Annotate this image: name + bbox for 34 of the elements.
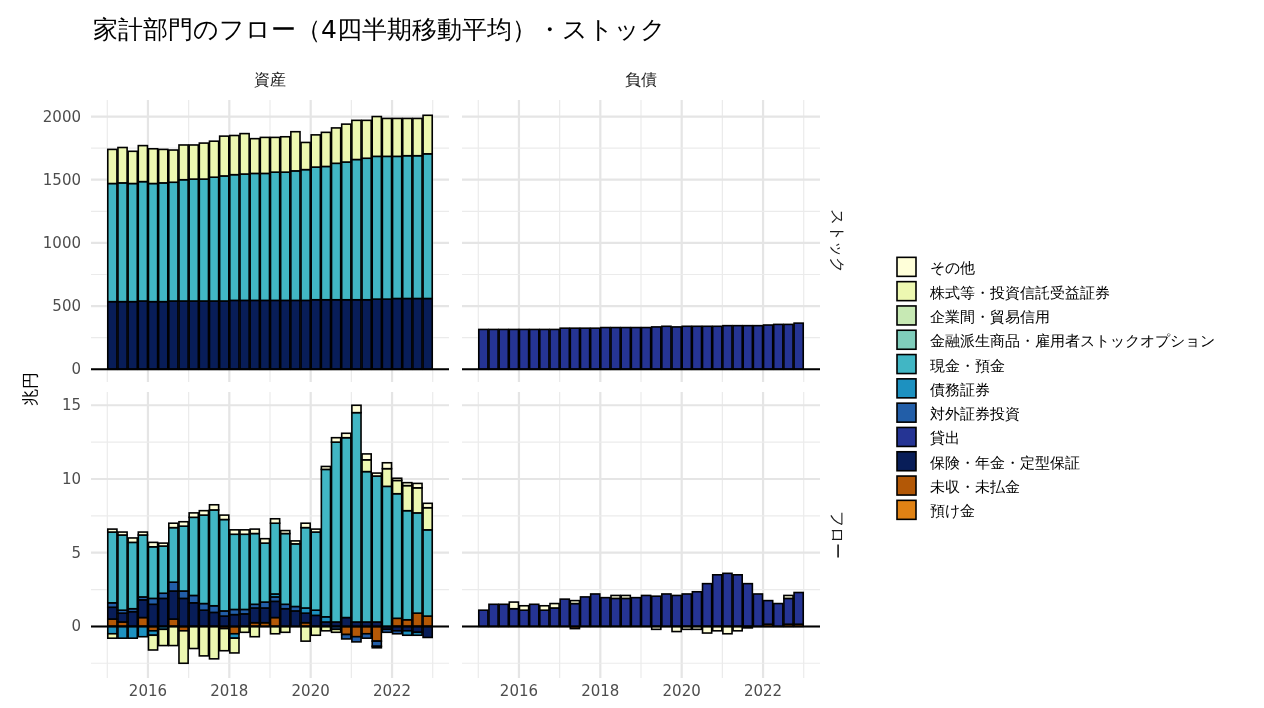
legend-label: その他 [930,259,975,278]
legend-label: 株式等・投資信託受益証券 [929,283,1110,302]
legend-label: 現金・預金 [930,356,1005,375]
legend-label: 貸出 [930,429,960,448]
y2-axis-title: ストック [828,209,847,273]
y-tick-label: 5 [71,543,81,562]
legend-label: 企業間・貿易信用 [930,307,1050,326]
x-tick-label: 2022 [372,682,412,700]
chart-subtitle: 資産 [254,70,286,89]
y-tick-label: 500 [52,297,81,316]
x-tick-label: 2018 [210,682,249,700]
y-tick-label: 2000 [42,107,81,126]
x-tick-label: 2016 [128,682,168,700]
legend-label: 保険・年金・定型保証 [930,453,1080,472]
chart-subtitle: 負債 [625,70,657,89]
y-axis-title: 兆円 [20,372,40,406]
y2-axis-title: フロー [828,511,847,559]
y-tick-label: 0 [71,360,81,379]
y-tick-label: 0 [71,617,81,636]
x-tick-label: 2016 [499,682,539,700]
chart-title: 家計部門のフロー（4四半期移動平均）・ストック [93,15,666,44]
y-tick-label: 10 [61,469,81,488]
x-tick-label: 2020 [291,682,330,700]
x-tick-label: 2020 [662,682,701,700]
y-tick-label: 1000 [42,233,81,252]
y-tick-label: 1500 [42,170,81,189]
legend-label: 未収・未払金 [930,478,1020,497]
legend-label: 対外証券投資 [930,405,1020,424]
y-tick-label: 15 [61,396,81,415]
legend-label: 債務証券 [930,380,990,399]
x-tick-label: 2018 [581,682,620,700]
legend-label: 預け金 [930,502,975,521]
x-tick-label: 2022 [743,682,783,700]
legend-label: 金融派生商品・雇用者ストックオプション [930,332,1215,351]
